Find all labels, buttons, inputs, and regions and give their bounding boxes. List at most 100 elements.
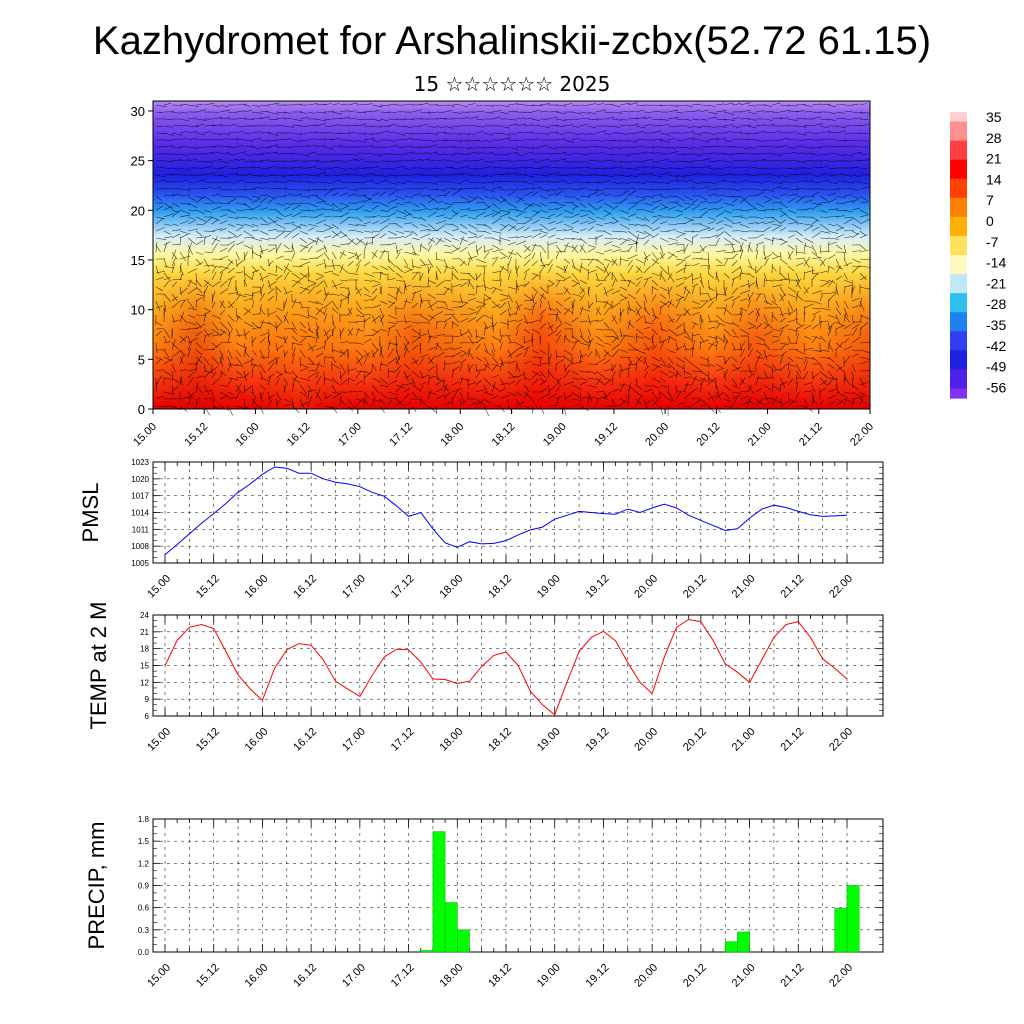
- wind-barbs: [155, 102, 871, 417]
- colorbar-label: 7: [986, 192, 994, 208]
- x-tick-label: 21.12: [778, 962, 806, 990]
- colorbar-label: -35: [986, 317, 1006, 333]
- y-tick-label: 0.9: [138, 882, 150, 891]
- x-tick-label: 21.00: [730, 726, 758, 754]
- x-tick-label: 16.00: [243, 962, 271, 990]
- precip-bar: [444, 902, 458, 953]
- precip-panel: 0.0 0.3 0.6 0.9 1.2 1.5 1.8 15.00 15.12 16.00 16.1…: [84, 815, 884, 990]
- colorbar-swatch: [950, 216, 967, 227]
- precip-bar: [737, 931, 750, 953]
- x-tick-label: 18.00: [437, 726, 465, 754]
- colorbar-label: 21: [986, 151, 1002, 167]
- x-tick-label: 18.00: [438, 421, 466, 449]
- x-tick-label: 18.12: [486, 962, 514, 990]
- x-tick-label: 16.12: [285, 421, 313, 449]
- x-tick-label: 15.00: [145, 726, 173, 754]
- x-tick-label: 22.00: [827, 726, 855, 754]
- colorbar-label: -28: [986, 296, 1006, 312]
- y-tick-label: 6: [145, 712, 150, 721]
- y-tick-label: 21: [140, 628, 149, 637]
- colorbar-label: 14: [986, 171, 1002, 187]
- x-tick-label: 19.00: [535, 726, 563, 754]
- colorbar-label: -14: [986, 255, 1006, 271]
- y-tick-label: 0.3: [138, 926, 150, 935]
- y-tick-label: 0.6: [138, 904, 150, 913]
- x-tick-label: 16.00: [243, 573, 271, 601]
- colorbar-swatch: [950, 255, 967, 266]
- x-tick-label: 16.12: [291, 726, 319, 754]
- colorbar-swatch: [950, 188, 967, 199]
- colorbar-swatch: [950, 150, 967, 161]
- colorbar-swatch: [950, 340, 967, 351]
- x-tick-label: 18.12: [486, 573, 514, 601]
- x-tick-label: 18.12: [490, 421, 518, 449]
- colorbar-label: 35: [986, 109, 1002, 125]
- x-tick-label: 20.00: [632, 962, 660, 990]
- colorbar-swatch: [950, 207, 967, 218]
- x-tick-label: 19.12: [584, 573, 612, 601]
- x-tick-label: 19.00: [541, 421, 569, 449]
- x-tick-label: 18.12: [486, 726, 514, 754]
- colorbar-label: -7: [986, 234, 999, 250]
- y-tick-label: 0: [138, 402, 145, 417]
- colorbar-swatch: [950, 359, 967, 370]
- y-tick-label: 1005: [131, 559, 149, 568]
- colorbar-swatch: [950, 235, 967, 247]
- precip-axis-title: PRECIP, mm: [84, 822, 109, 950]
- y-tick-label: 15: [140, 662, 149, 671]
- colorbar-swatch: [950, 293, 967, 304]
- chart-subtitle: 15 ☆☆☆☆☆☆ 2025: [413, 72, 611, 96]
- y-tick-label: 12: [140, 678, 149, 687]
- colorbar-swatch: [950, 274, 967, 285]
- y-tick-label: 1.8: [138, 815, 150, 824]
- colorbar-swatch: [950, 331, 967, 342]
- x-tick-label: 15.00: [145, 573, 173, 601]
- colorbar-swatch: [950, 283, 967, 294]
- x-tick-label: 15.12: [194, 573, 222, 601]
- x-tick-label: 18.00: [437, 573, 465, 601]
- x-tick-label: 16.12: [291, 573, 319, 601]
- x-tick-label: 19.12: [584, 962, 612, 990]
- x-tick-label: 15.00: [145, 962, 173, 990]
- y-tick-label: 9: [145, 695, 150, 704]
- x-tick-label: 17.00: [336, 421, 364, 449]
- x-tick-label: 17.12: [389, 573, 417, 601]
- colorbar-label: -56: [986, 379, 1006, 395]
- colorbar-swatch: [950, 302, 967, 313]
- colorbar-swatch: [950, 350, 967, 361]
- x-tick-label: 22.00: [848, 421, 876, 449]
- x-tick-label: 21.00: [746, 421, 774, 449]
- y-tick-label: 1014: [131, 509, 149, 518]
- chart-title: Kazhydromet for Arshalinskii-zcbx(52.72 …: [92, 19, 932, 63]
- y-tick-label: 30: [131, 104, 145, 119]
- x-tick-label: 17.00: [340, 962, 368, 990]
- x-tick-label: 17.12: [389, 726, 417, 754]
- colorbar-label: 28: [986, 130, 1002, 146]
- y-tick-label: 1.2: [138, 859, 150, 868]
- y-tick-label: 0.0: [138, 948, 150, 957]
- colorbar-swatch: [950, 245, 967, 256]
- x-tick-label: 21.12: [797, 421, 825, 449]
- colorbar-swatch: [950, 388, 967, 399]
- colorbar-swatch: [950, 121, 967, 132]
- colorbar-label: -21: [986, 275, 1006, 291]
- colorbar-swatch: [950, 159, 967, 170]
- y-tick-label: 18: [140, 645, 149, 654]
- y-tick-label: 24: [140, 611, 149, 620]
- precip-bar: [846, 885, 860, 953]
- precip-bar: [432, 831, 446, 953]
- colorbar-swatch: [950, 264, 967, 275]
- precip-bar: [457, 929, 470, 953]
- precip-bar: [420, 950, 434, 953]
- cross-section-panel: 0 5 10 15 20 25 30 15.00 15.12 16.00 16.12 17.00 17.…: [131, 100, 876, 449]
- pmsl-grid: [153, 462, 883, 563]
- x-tick-label: 21.12: [778, 573, 806, 601]
- x-tick-label: 20.00: [632, 573, 660, 601]
- x-tick-label: 20.12: [681, 962, 709, 990]
- x-tick-label: 15.00: [131, 421, 159, 449]
- x-tick-label: 17.00: [340, 573, 368, 601]
- pmsl-panel: 1005 1008 1011 1014 1017 1020 1023 15.00 15.12 16…: [78, 458, 884, 601]
- colorbar-swatch: [950, 378, 967, 390]
- y-tick-label: 1020: [131, 475, 149, 484]
